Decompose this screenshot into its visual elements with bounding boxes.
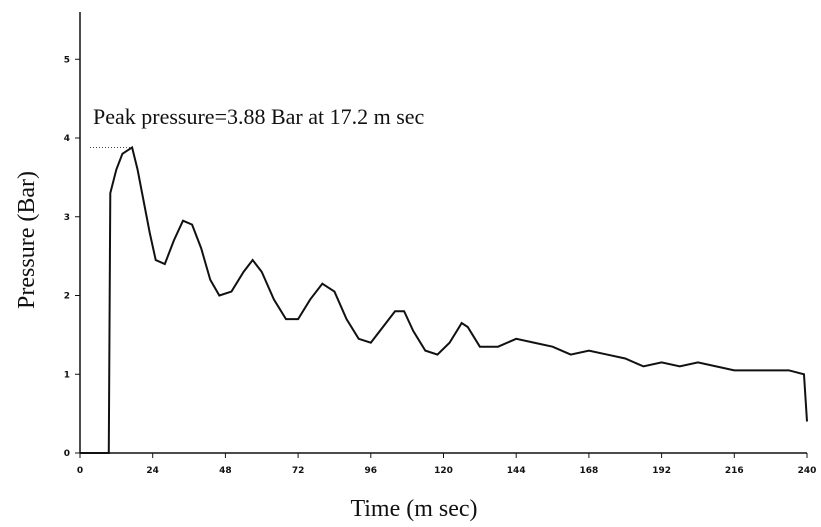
annotation: Peak pressure=3.88 Bar at 17.2 m sec <box>93 104 425 129</box>
x-tick-label: 24 <box>146 466 159 476</box>
y-tick-label: 0 <box>64 449 70 459</box>
y-axis-label: Pressure (Bar) <box>14 171 40 309</box>
line-series <box>80 145 808 454</box>
x-tick-label: 72 <box>292 466 305 476</box>
x-tick-label: 96 <box>365 466 378 476</box>
y-tick-label: 4 <box>64 134 70 144</box>
x-tick-label: 240 <box>798 466 817 476</box>
x-tick-label: 120 <box>434 466 453 476</box>
y-tick-label: 3 <box>64 213 70 223</box>
y-tick-label: 5 <box>64 55 70 65</box>
x-tick-label: 216 <box>725 466 744 476</box>
x-axis-label: Time (m sec) <box>350 496 477 522</box>
x-tick-label: 48 <box>219 466 232 476</box>
x-tick-label: 192 <box>652 466 671 476</box>
y-tick-label: 1 <box>64 370 70 380</box>
x-tick-label: 168 <box>580 466 599 476</box>
y-tick-label: 2 <box>64 292 70 302</box>
x-tick-label: 144 <box>507 466 526 476</box>
x-tick-label: 0 <box>77 466 83 476</box>
